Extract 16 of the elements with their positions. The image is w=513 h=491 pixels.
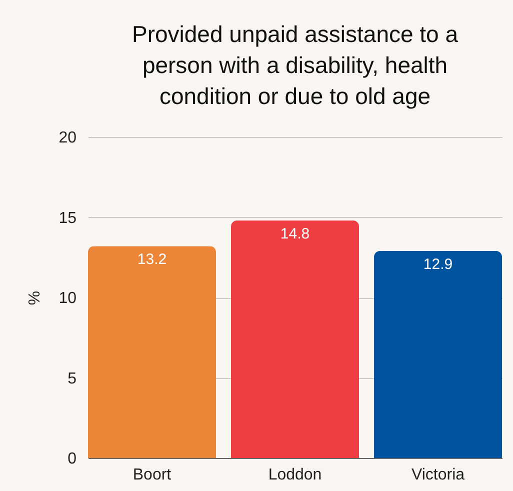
y-tick-label: 20 [58, 130, 77, 146]
y-tick-label: 10 [58, 290, 77, 307]
y-axis-title: % [26, 290, 44, 306]
chart-title: Provided unpaid assistance to a person with a disability, health condition or due to old age [132, 21, 458, 109]
bar [231, 220, 359, 458]
y-tick-label: 0 [68, 450, 77, 468]
x-tick-label: Loddon [268, 466, 322, 484]
bar [374, 250, 502, 458]
x-tick-label: Boort [132, 466, 172, 484]
x-tick-label: Victoria [411, 466, 465, 484]
y-tick-label: 5 [68, 370, 77, 388]
data-label: 13.2 [137, 251, 167, 268]
y-tick-label: 15 [58, 210, 77, 227]
data-label: 12.9 [423, 256, 453, 273]
data-label: 14.8 [280, 225, 310, 242]
bar [88, 246, 216, 458]
